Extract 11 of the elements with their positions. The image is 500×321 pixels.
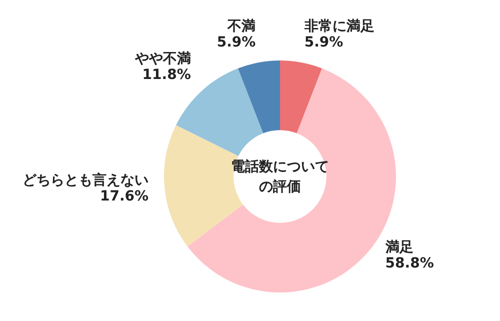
slice-label: やや不満 — [134, 50, 191, 67]
data-label: 17.6% — [100, 188, 149, 205]
slice-label: 不満 — [226, 18, 256, 34]
slice-label: 満足 — [384, 240, 414, 256]
data-label: 58.8% — [385, 256, 434, 272]
slice-label: どちらとも言えない — [22, 172, 149, 189]
data-label: 5.9% — [216, 34, 256, 50]
data-label: 5.9% — [304, 34, 344, 50]
text: 電話数についての評価 — [230, 158, 330, 196]
data-label: 11.8% — [142, 66, 191, 83]
slice-label: 非常に満足 — [303, 18, 374, 34]
